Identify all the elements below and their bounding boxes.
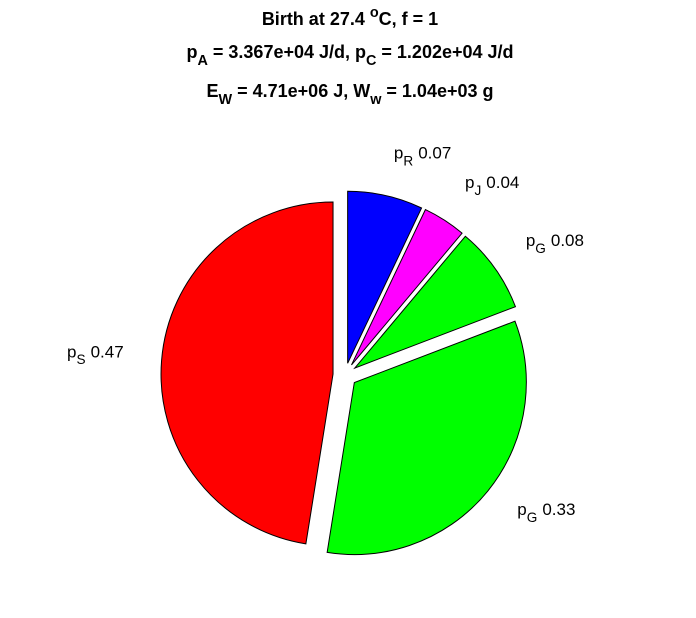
text-segment: C, f = 1: [379, 9, 439, 29]
text-segment: p: [526, 231, 535, 250]
slice-value: 0.07: [418, 143, 451, 162]
slice-label: pG 0.33: [517, 500, 575, 525]
text-segment: = 1.04e+03 g: [381, 81, 493, 101]
text-segment: p: [67, 342, 76, 361]
text-segment: = 1.202e+04 J/d: [376, 42, 513, 62]
text-segment: J: [474, 183, 481, 198]
text-segment: W: [219, 92, 233, 108]
pie-slice: [347, 190, 423, 364]
chart-title: Birth at 27.4 oC, f = 1: [262, 5, 438, 29]
pie-slice: [351, 208, 463, 366]
slice-value: 0.33: [542, 500, 575, 519]
text-segment: = 4.71e+06 J, W: [232, 81, 370, 101]
text-segment: R: [403, 153, 413, 168]
chart-title: pA = 3.367e+04 J/d, pC = 1.202e+04 J/d: [186, 42, 513, 69]
text-segment: = 3.367e+04 J/d, p: [208, 42, 366, 62]
slice-label: pS 0.47: [67, 342, 124, 367]
text-segment: w: [369, 92, 382, 108]
slice-value: 0.08: [551, 231, 584, 250]
slice-value: 0.04: [486, 173, 519, 192]
slice-label: pG 0.08: [526, 231, 584, 256]
slice-label: pJ 0.04: [465, 173, 519, 198]
text-segment: p: [465, 173, 474, 192]
text-segment: S: [77, 352, 86, 367]
text-segment: p: [394, 143, 403, 162]
pie-slice: [160, 201, 334, 545]
pie-slice: [326, 320, 527, 555]
chart-title: EW = 4.71e+06 J, Ww = 1.04e+03 g: [207, 81, 494, 108]
text-segment: C: [366, 53, 376, 69]
text-segment: G: [527, 510, 538, 525]
pie-slice: [353, 235, 517, 370]
text-segment: Birth at 27.4: [262, 9, 370, 29]
slice-value: 0.47: [91, 342, 124, 361]
text-segment: o: [370, 5, 379, 21]
slice-label: pR 0.07: [394, 143, 451, 168]
text-segment: E: [207, 81, 219, 101]
text-segment: p: [186, 42, 197, 62]
text-segment: p: [517, 500, 526, 519]
text-segment: G: [535, 241, 546, 256]
text-segment: A: [197, 53, 208, 69]
